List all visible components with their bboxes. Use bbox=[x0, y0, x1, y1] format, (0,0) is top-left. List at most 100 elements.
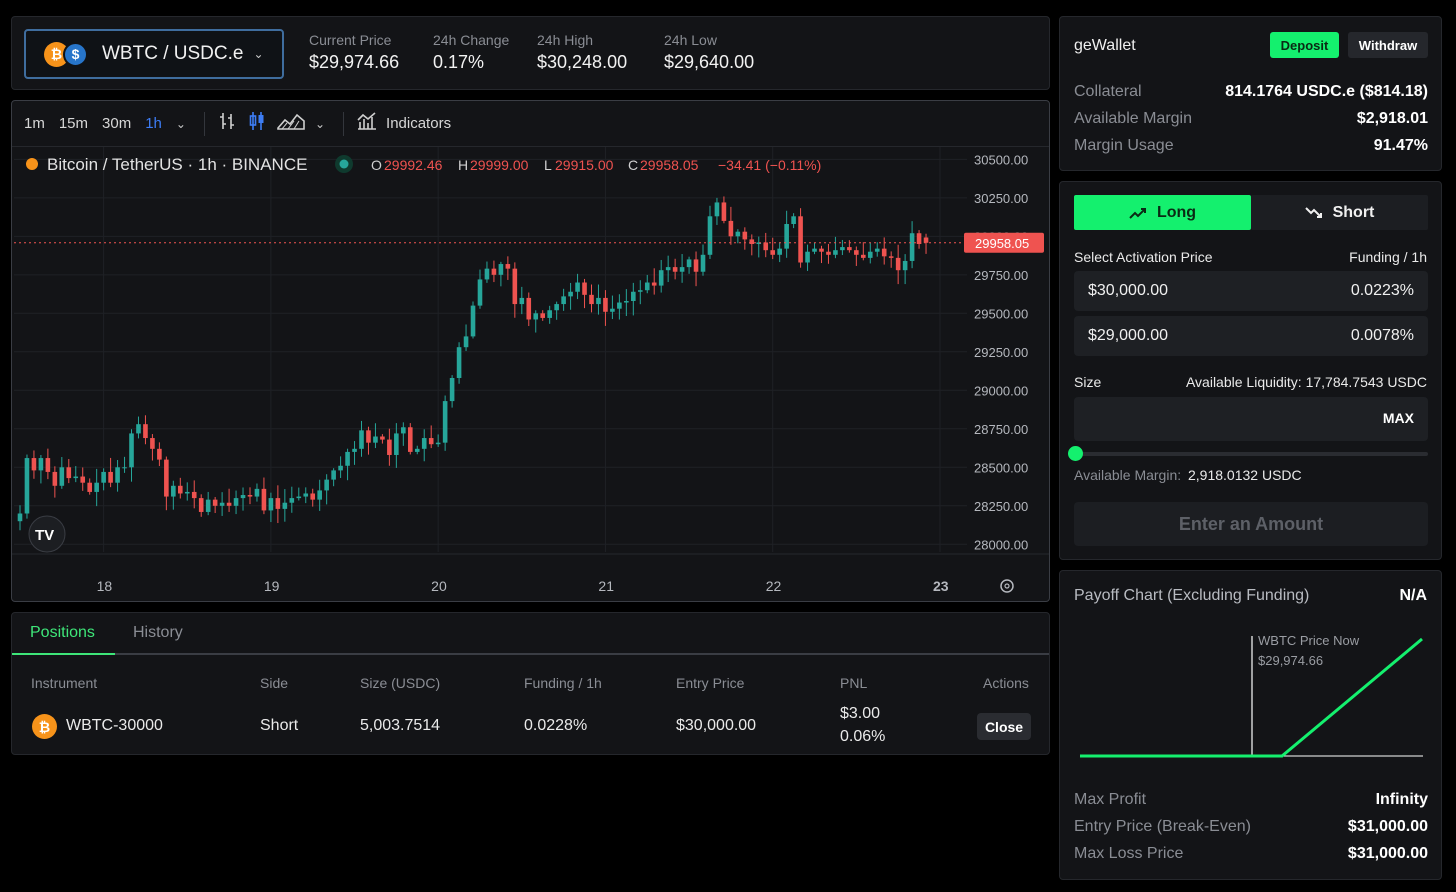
position-instrument: WBTC-30000 bbox=[66, 717, 163, 734]
col-header-size: Size (USDC) bbox=[360, 675, 441, 691]
candle-body bbox=[693, 259, 699, 272]
candle-body bbox=[115, 467, 120, 483]
market-status-dot-inner bbox=[339, 159, 349, 169]
candle-body bbox=[561, 296, 566, 305]
candle-body bbox=[38, 458, 44, 471]
candle-body bbox=[763, 242, 769, 251]
candle-body bbox=[631, 291, 636, 301]
size-slider-handle[interactable] bbox=[1068, 446, 1083, 461]
candle-body bbox=[45, 458, 51, 472]
ohlc-readout-part: C bbox=[628, 157, 638, 173]
row-value: $31,000.00 bbox=[1347, 845, 1428, 862]
bar-chart-type-icon[interactable] bbox=[217, 111, 237, 136]
candle-body bbox=[359, 430, 364, 449]
candle-body bbox=[519, 297, 525, 305]
candle-body bbox=[540, 313, 546, 318]
ohlc-readout-part: 29958.05 bbox=[640, 157, 699, 173]
option-price: $30,000.00 bbox=[1088, 282, 1169, 299]
gear-icon[interactable] bbox=[1000, 579, 1014, 593]
indicators-icon[interactable] bbox=[356, 111, 378, 136]
candle-body bbox=[791, 216, 796, 224]
candle-body bbox=[916, 233, 922, 245]
candle-body bbox=[87, 482, 92, 492]
candle-body bbox=[289, 498, 295, 503]
activation-price-option[interactable]: $29,000.00 0.0078% bbox=[1074, 316, 1428, 356]
x-tick-label: 21 bbox=[598, 578, 614, 594]
candle-body bbox=[658, 270, 664, 286]
close-position-button[interactable]: Close bbox=[977, 713, 1031, 740]
last-price-value: 29958.05 bbox=[975, 236, 1029, 251]
timeframe-15m[interactable]: 15m bbox=[58, 115, 89, 132]
candle-body bbox=[728, 220, 734, 237]
tab-history[interactable]: History bbox=[133, 624, 183, 641]
y-tick-label: 29250.00 bbox=[974, 345, 1028, 360]
size-field: MAX bbox=[1074, 397, 1428, 441]
timeframe-1h[interactable]: 1h bbox=[145, 115, 162, 132]
size-input[interactable] bbox=[1074, 397, 1354, 441]
size-slider-track[interactable] bbox=[1074, 452, 1428, 456]
short-tab[interactable]: Short bbox=[1251, 195, 1428, 230]
candle-body bbox=[17, 513, 23, 522]
stat-label: 24h High bbox=[537, 32, 594, 48]
max-button[interactable]: MAX bbox=[1382, 410, 1414, 426]
candle-body bbox=[554, 304, 559, 311]
candle-body bbox=[219, 502, 225, 506]
tradingview-logo-mark: TV bbox=[35, 527, 54, 544]
tab-positions[interactable]: Positions bbox=[30, 624, 95, 641]
candle-body bbox=[644, 282, 650, 291]
stat-label: 24h Low bbox=[664, 32, 717, 48]
candle-body bbox=[714, 202, 720, 217]
candles-chart-type-icon[interactable] bbox=[247, 111, 267, 136]
positions-panel: Positions History Instrument Side Size (… bbox=[11, 612, 1050, 755]
row-label: Margin Usage bbox=[1074, 137, 1174, 154]
payoff-value: N/A bbox=[1399, 587, 1427, 604]
position-size: 5,003.7514 bbox=[360, 717, 441, 734]
row-label: Collateral bbox=[1074, 83, 1142, 100]
col-header-side: Side bbox=[260, 675, 289, 691]
area-chart-type-icon[interactable] bbox=[277, 111, 305, 136]
trend-up-icon bbox=[1129, 207, 1146, 219]
stat-24h-low: 24h Low $29,640.00 bbox=[664, 32, 754, 73]
candle-body bbox=[589, 294, 594, 305]
y-tick-label: 29500.00 bbox=[974, 306, 1028, 321]
candle-body bbox=[101, 471, 106, 483]
wallet-panel: geWallet Deposit Withdraw Collateral 814… bbox=[1059, 16, 1442, 171]
candle-body bbox=[470, 305, 476, 337]
withdraw-button[interactable]: Withdraw bbox=[1348, 32, 1428, 58]
candle-body bbox=[205, 499, 211, 512]
candle-body bbox=[317, 490, 322, 500]
candle-body bbox=[442, 401, 448, 443]
timeframe-1m[interactable]: 1m bbox=[24, 115, 45, 132]
candle-body bbox=[700, 254, 706, 272]
candle-body bbox=[861, 254, 866, 258]
pair-selector[interactable]: ₿ $ WBTC / USDC.e ⌄ bbox=[24, 29, 284, 79]
candle-body bbox=[568, 291, 573, 297]
candle-body bbox=[261, 488, 267, 511]
deposit-button[interactable]: Deposit bbox=[1270, 32, 1339, 58]
stat-value: $29,974.66 bbox=[309, 52, 400, 72]
ohlc-readout-part: 29915.00 bbox=[555, 157, 614, 173]
candle-body bbox=[80, 476, 86, 483]
tradingview-logo[interactable] bbox=[28, 515, 66, 553]
candle-body bbox=[198, 498, 204, 512]
candle-body bbox=[407, 427, 413, 452]
submit-order-button[interactable]: Enter an Amount bbox=[1074, 502, 1428, 546]
available-margin-row: Available Margin $2,918.01 bbox=[1074, 110, 1428, 128]
chart-type-dropdown-icon[interactable]: ⌄ bbox=[314, 116, 326, 131]
candle-body bbox=[756, 242, 762, 245]
available-margin-value: 2,918.0132 USDC bbox=[1188, 467, 1302, 483]
candle-body bbox=[226, 502, 232, 506]
col-header-instrument: Instrument bbox=[31, 675, 98, 691]
timeframe-dropdown-icon[interactable]: ⌄ bbox=[175, 116, 186, 131]
candle-body bbox=[401, 427, 406, 434]
long-tab[interactable]: Long bbox=[1074, 195, 1251, 230]
ohlc-readout-part: −34.41 (−0.11%) bbox=[718, 157, 821, 173]
indicators-button[interactable]: Indicators bbox=[386, 115, 452, 132]
activation-price-option[interactable]: $30,000.00 0.0223% bbox=[1074, 271, 1428, 311]
candlestick-chart[interactable]: 30500.0030250.0030000.0029750.0029500.00… bbox=[12, 147, 1049, 601]
candle-body bbox=[477, 279, 483, 306]
row-label: Entry Price (Break-Even) bbox=[1074, 818, 1251, 835]
payoff-title: Payoff Chart (Excluding Funding) bbox=[1074, 587, 1310, 604]
timeframe-30m[interactable]: 30m bbox=[102, 115, 132, 132]
row-label: Max Loss Price bbox=[1074, 845, 1184, 862]
